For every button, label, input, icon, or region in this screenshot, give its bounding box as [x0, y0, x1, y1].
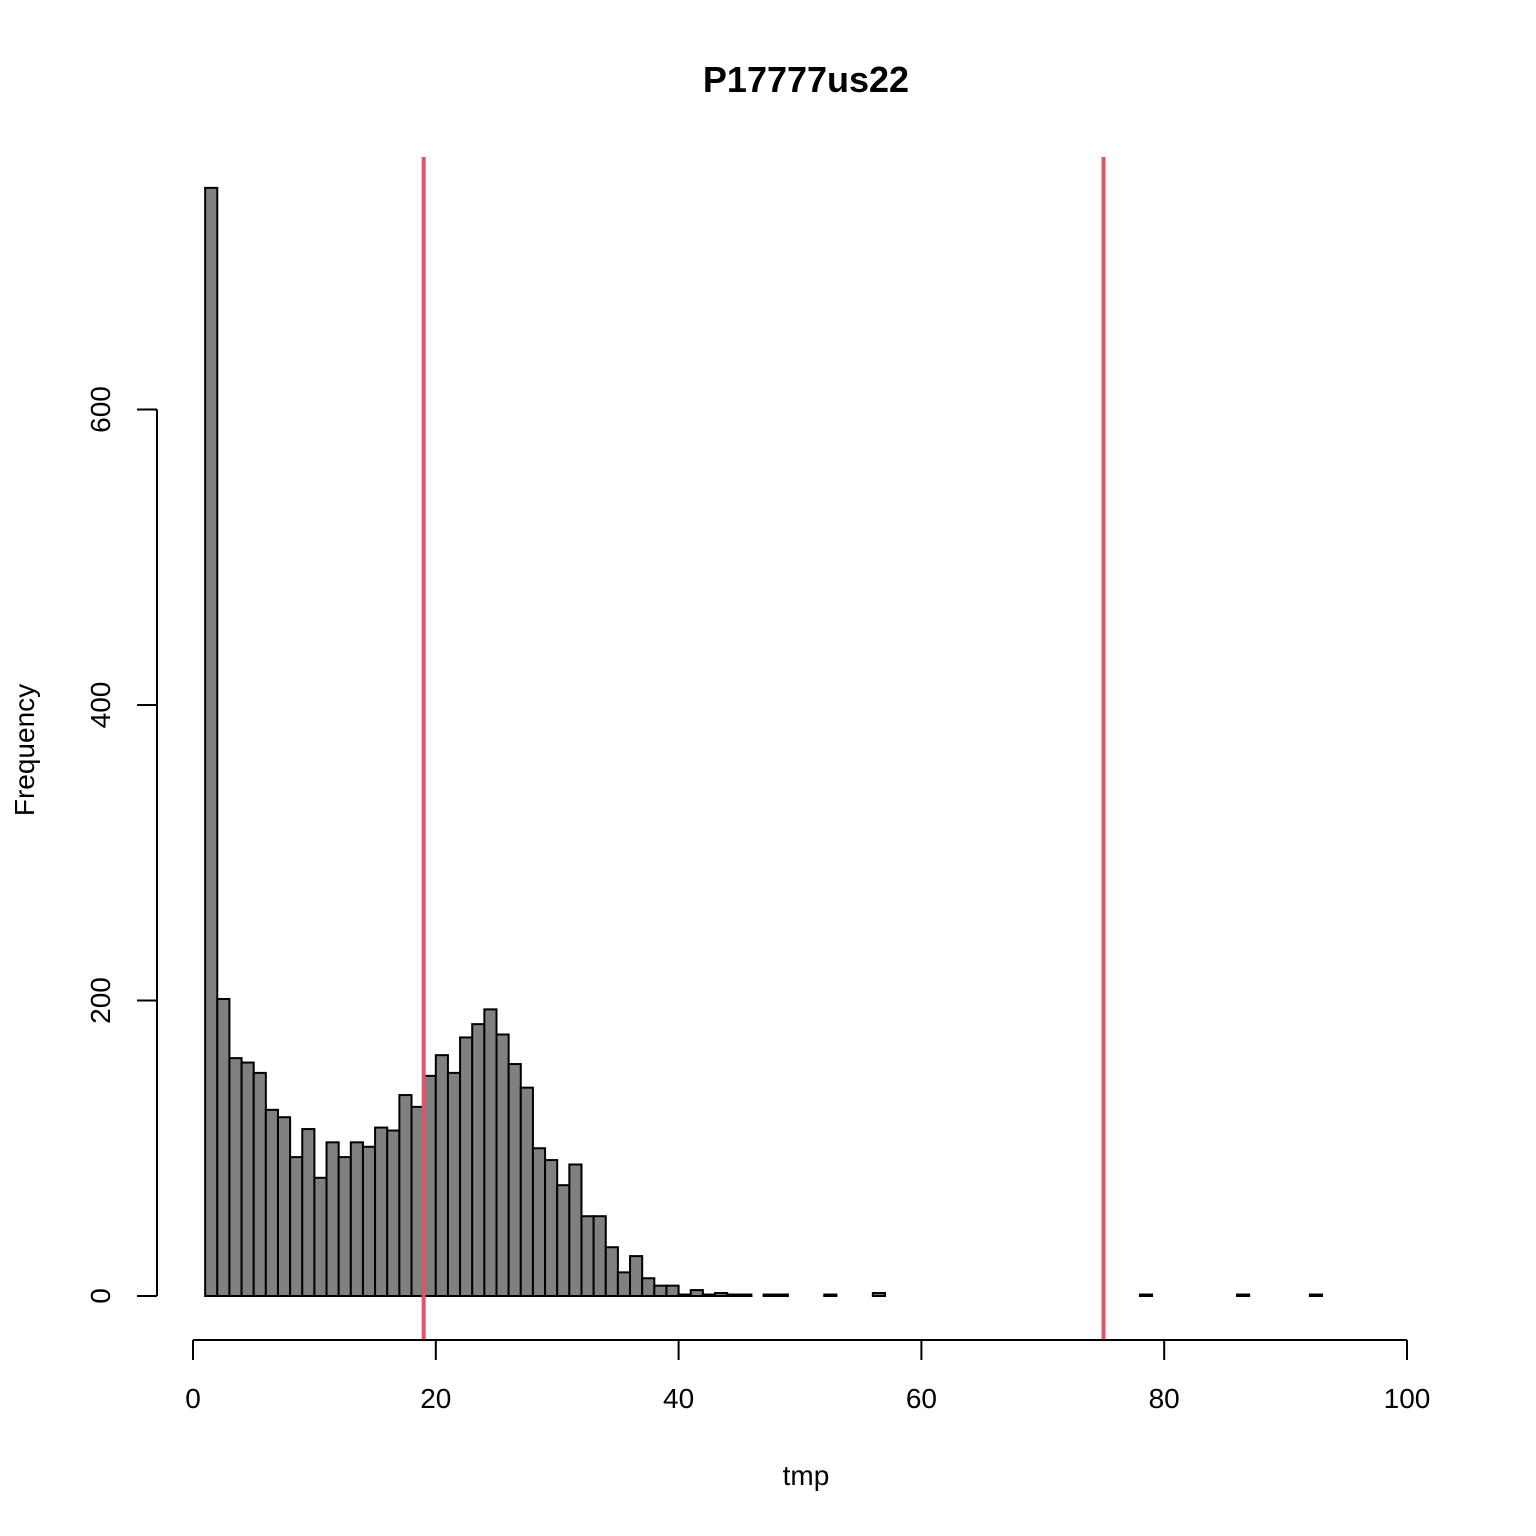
histogram-bar [434, 1054, 449, 1297]
histogram-bar [1236, 1293, 1251, 1297]
histogram-bar [374, 1126, 389, 1297]
histogram-bar [386, 1129, 401, 1298]
histogram-bar [361, 1145, 377, 1297]
histogram-bar [823, 1293, 838, 1297]
histogram-bar [459, 1036, 474, 1297]
histogram-bar [398, 1094, 413, 1298]
histogram-bar [1308, 1293, 1324, 1297]
histogram-bar [349, 1141, 364, 1297]
histogram-bar [204, 186, 219, 1297]
x-tick-label: 60 [906, 1383, 937, 1414]
histogram-bar [677, 1293, 692, 1297]
histogram-bar [738, 1293, 753, 1297]
histogram-bar [507, 1063, 522, 1297]
histogram-bar [689, 1289, 704, 1297]
x-axis: 0 20 40 60 80 100 [185, 1339, 1431, 1414]
histogram-bar [216, 998, 231, 1298]
histogram-bar [289, 1156, 304, 1297]
y-tick-label: 400 [85, 682, 116, 729]
histogram-bar [580, 1215, 595, 1297]
histogram-bar [568, 1163, 583, 1297]
y-axis: 0 200 400 600 [85, 386, 158, 1304]
histogram-bar [252, 1071, 267, 1297]
x-axis-label: tmp [783, 1460, 830, 1491]
histogram-bar [701, 1293, 717, 1297]
x-tick-label: 0 [185, 1383, 201, 1414]
x-tick-label: 20 [420, 1383, 451, 1414]
x-tick-label: 40 [663, 1383, 694, 1414]
y-tick-label: 200 [85, 977, 116, 1024]
histogram-bar [604, 1246, 619, 1298]
histogram-bar [519, 1086, 534, 1297]
histogram-bar [1138, 1293, 1154, 1297]
histogram-bar [228, 1057, 243, 1298]
x-tick-label: 80 [1149, 1383, 1180, 1414]
y-tick-label: 0 [85, 1288, 116, 1304]
histogram-bar [446, 1071, 462, 1297]
histogram-bar [495, 1033, 510, 1298]
histogram-bar [471, 1023, 486, 1297]
chart-title: P17777us22 [703, 59, 909, 100]
y-axis-label: Frequency [9, 684, 40, 816]
histogram-bar [653, 1284, 668, 1297]
histogram-bar [774, 1293, 789, 1297]
histogram-bar [556, 1184, 571, 1297]
histogram-bar [592, 1215, 607, 1297]
histogram-bar [714, 1292, 729, 1298]
histogram-bar [762, 1293, 777, 1297]
histogram-bar [264, 1108, 279, 1297]
reference-lines-group [421, 157, 1106, 1340]
histogram-bar [276, 1116, 292, 1298]
y-tick-label: 600 [85, 386, 116, 433]
histogram-bar [871, 1292, 886, 1298]
histogram-bar [629, 1255, 644, 1298]
histogram-bar [325, 1141, 340, 1297]
x-tick-label: 100 [1384, 1383, 1431, 1414]
histogram-bar [240, 1061, 255, 1298]
histogram-bar [726, 1293, 741, 1297]
histogram-bar [616, 1271, 632, 1297]
histogram-bar [531, 1147, 547, 1297]
histogram-bar [483, 1008, 498, 1297]
histogram-bar [665, 1284, 680, 1297]
histogram-bar [301, 1128, 316, 1297]
histogram-bar [641, 1277, 656, 1298]
histogram-bar [313, 1176, 328, 1298]
histogram-bar [544, 1159, 559, 1297]
bars-group [204, 186, 1324, 1298]
histogram-bar [337, 1156, 352, 1297]
